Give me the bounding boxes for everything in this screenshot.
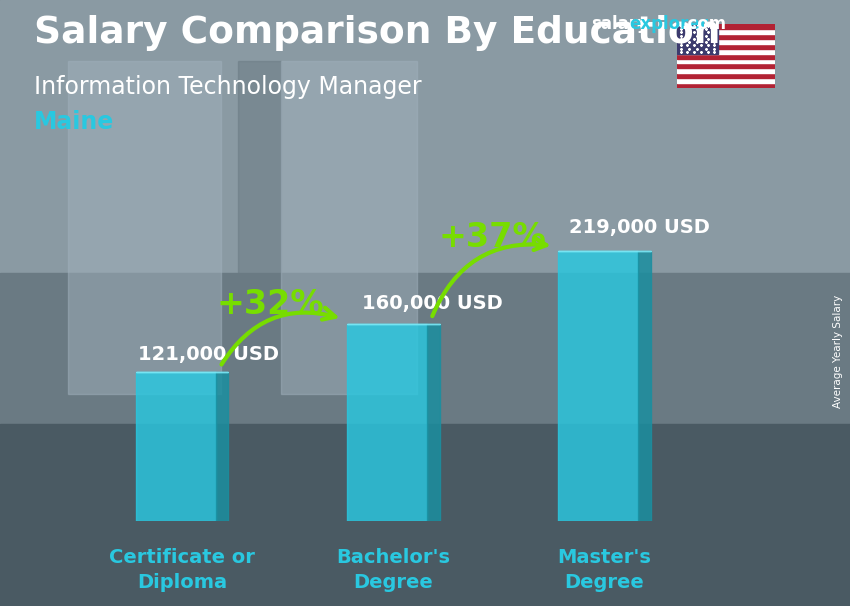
Text: +32%: +32% <box>217 288 325 321</box>
Bar <box>677 73 775 78</box>
Text: +37%: +37% <box>439 221 547 255</box>
Bar <box>677 48 775 53</box>
Polygon shape <box>638 251 651 521</box>
Bar <box>558 251 638 521</box>
Bar <box>135 372 216 521</box>
Text: Maine: Maine <box>34 110 114 135</box>
Bar <box>677 64 775 68</box>
Bar <box>68 61 221 394</box>
Bar <box>677 44 775 48</box>
Bar <box>677 68 775 73</box>
Bar <box>677 34 775 39</box>
Text: 121,000 USD: 121,000 USD <box>138 345 279 364</box>
Text: Bachelor's
Degree: Bachelor's Degree <box>337 548 450 592</box>
Text: explorer: explorer <box>629 15 708 33</box>
Bar <box>238 61 280 394</box>
Text: Average Yearly Salary: Average Yearly Salary <box>833 295 843 408</box>
Bar <box>677 83 775 88</box>
Bar <box>677 24 775 29</box>
Text: .com: .com <box>682 15 727 33</box>
Bar <box>0 424 850 606</box>
Text: 219,000 USD: 219,000 USD <box>569 218 710 238</box>
Bar <box>677 53 775 59</box>
Bar <box>347 324 427 521</box>
Bar <box>677 29 775 34</box>
Polygon shape <box>216 372 229 521</box>
Polygon shape <box>427 324 439 521</box>
Text: salary: salary <box>591 15 648 33</box>
Text: Salary Comparison By Education: Salary Comparison By Education <box>34 15 720 51</box>
Bar <box>280 61 416 394</box>
Bar <box>677 78 775 83</box>
Bar <box>0 0 850 273</box>
Text: 160,000 USD: 160,000 USD <box>361 294 502 313</box>
Bar <box>677 39 775 44</box>
Text: Information Technology Manager: Information Technology Manager <box>34 75 422 99</box>
Text: Master's
Degree: Master's Degree <box>558 548 651 592</box>
Text: Certificate or
Diploma: Certificate or Diploma <box>109 548 255 592</box>
Bar <box>677 59 775 64</box>
Bar <box>677 24 717 53</box>
Bar <box>0 273 850 424</box>
